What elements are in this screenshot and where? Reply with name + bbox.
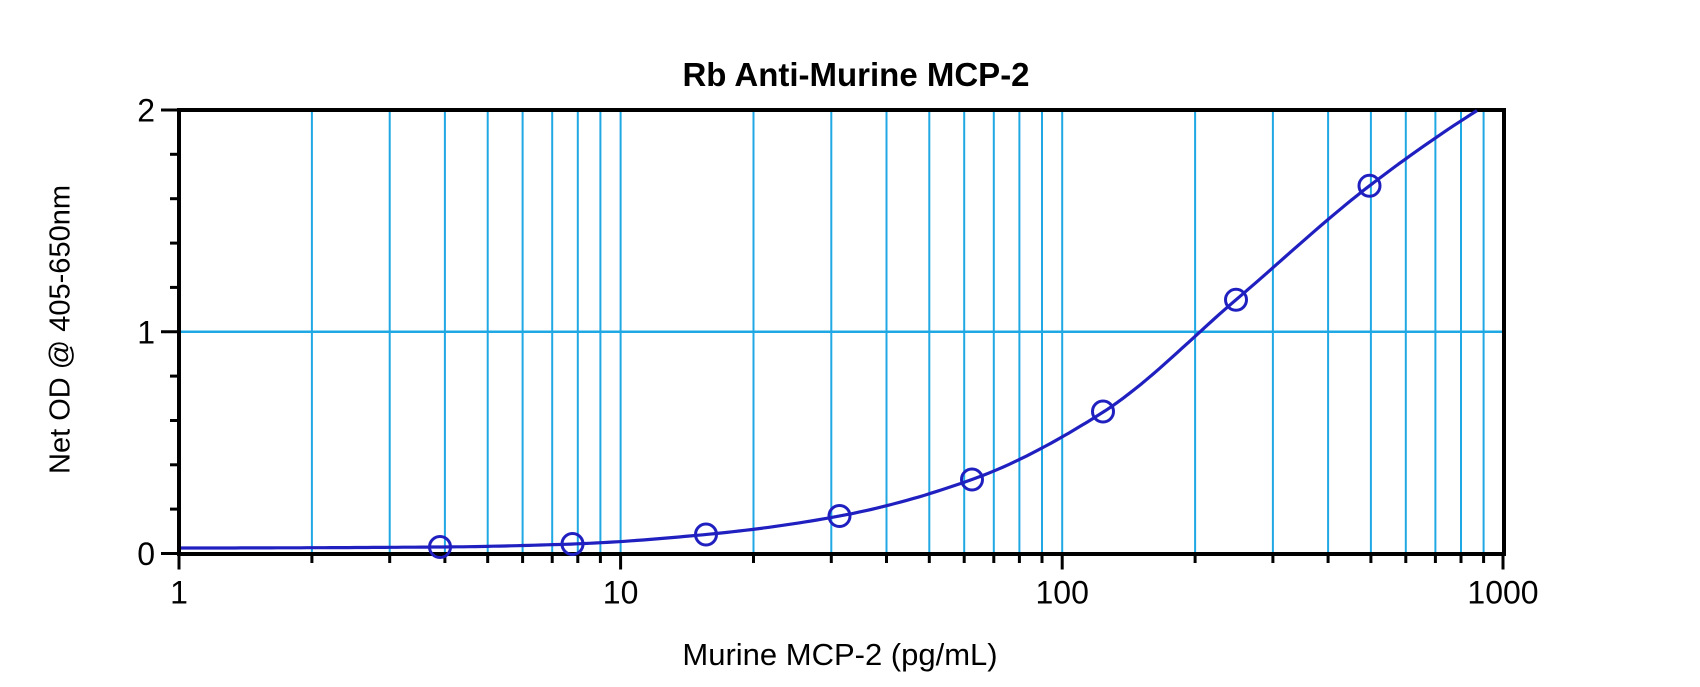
svg-text:Net OD @ 405-650nm: Net OD @ 405-650nm: [45, 185, 77, 474]
svg-text:1: 1: [137, 314, 155, 350]
svg-text:Murine MCP-2 (pg/mL): Murine MCP-2 (pg/mL): [682, 637, 997, 672]
svg-text:1000: 1000: [1467, 575, 1538, 611]
svg-text:Rb Anti-Murine MCP-2: Rb Anti-Murine MCP-2: [682, 56, 1029, 93]
svg-text:1: 1: [170, 575, 188, 611]
svg-text:100: 100: [1036, 575, 1089, 611]
svg-text:0: 0: [137, 536, 155, 572]
svg-text:10: 10: [603, 575, 639, 611]
svg-text:2: 2: [137, 93, 155, 129]
